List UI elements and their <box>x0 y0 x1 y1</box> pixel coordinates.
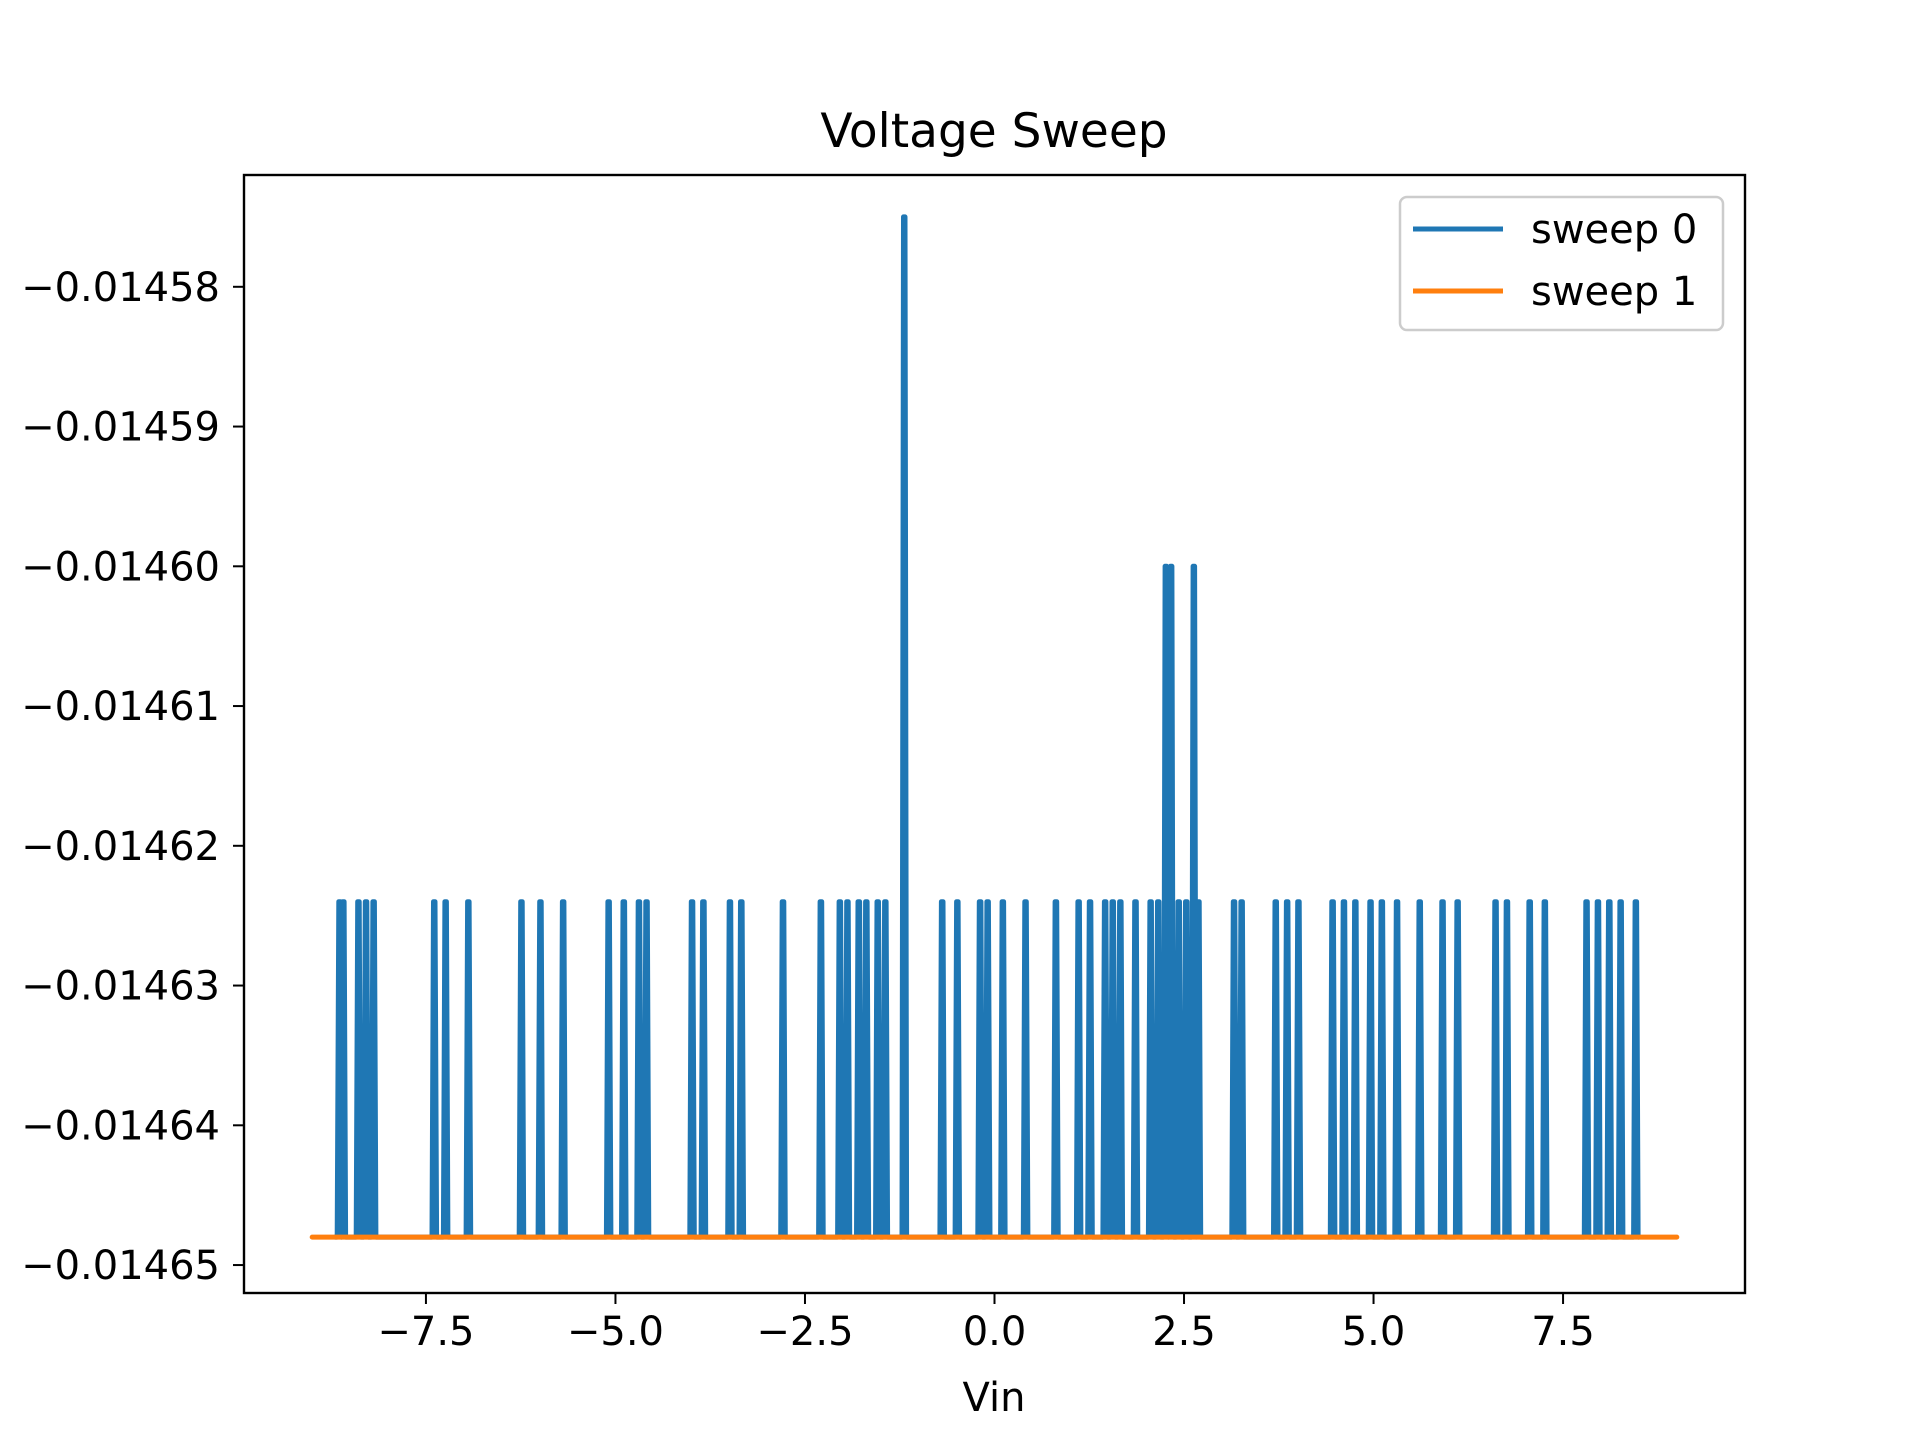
y-tick-label: −0.01462 <box>21 824 220 870</box>
y-tick-label: −0.01461 <box>21 684 220 730</box>
chart-title: Voltage Sweep <box>820 104 1167 159</box>
x-axis-label: Vin <box>963 1375 1026 1421</box>
plot-area <box>309 214 1680 1240</box>
y-tick-label: −0.01458 <box>21 265 220 311</box>
legend: sweep 0 sweep 1 <box>1398 195 1725 332</box>
y-tick-label: −0.01463 <box>21 964 220 1010</box>
y-tick-label: −0.01465 <box>21 1243 220 1289</box>
y-axis: −0.01458 −0.01459 −0.01460 −0.01461 −0.01462… <box>21 265 244 1289</box>
y-tick-label: −0.01464 <box>21 1103 220 1149</box>
x-tick-label: 5.0 <box>1342 1309 1406 1355</box>
x-tick-label: −5.0 <box>567 1309 664 1355</box>
x-tick-label: 7.5 <box>1531 1309 1595 1355</box>
legend-label-sweep-1: sweep 1 <box>1531 269 1697 315</box>
legend-label-sweep-0: sweep 0 <box>1531 207 1697 253</box>
x-tick-label: −7.5 <box>377 1309 474 1355</box>
x-axis: −7.5 −5.0 −2.5 0.0 2.5 5.0 7.5 <box>377 1293 1595 1355</box>
x-tick-label: 0.0 <box>963 1309 1027 1355</box>
x-tick-label: −2.5 <box>756 1309 853 1355</box>
x-tick-label: 2.5 <box>1152 1309 1216 1355</box>
y-tick-label: −0.01459 <box>21 405 220 451</box>
y-tick-label: −0.01460 <box>21 544 220 590</box>
